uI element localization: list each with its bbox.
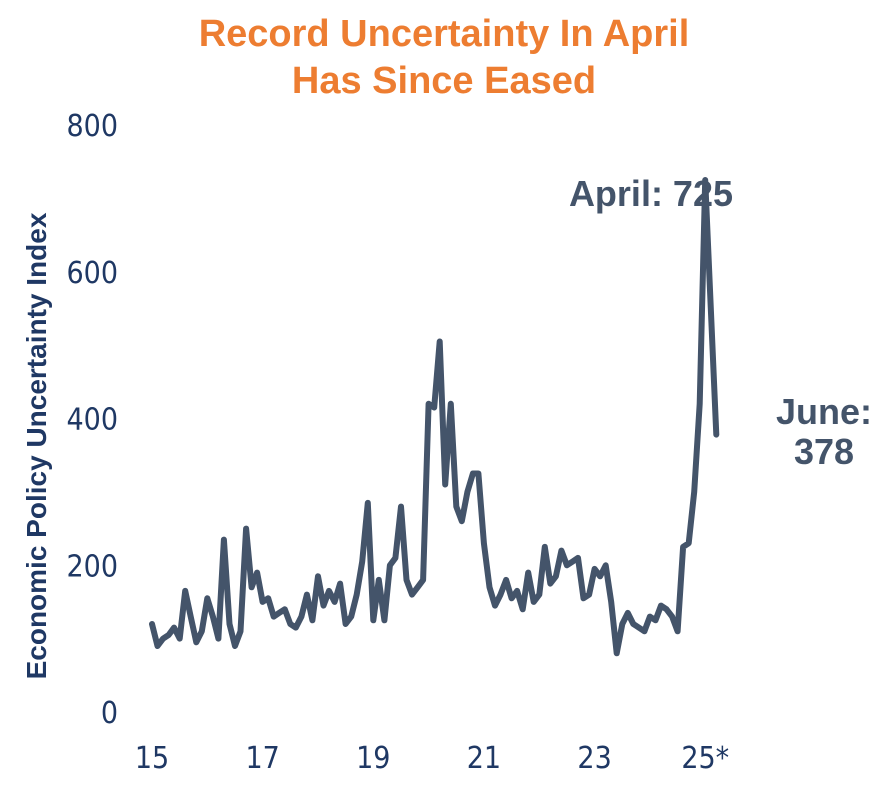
chart-title-line-1: Record Uncertainty In April — [199, 13, 690, 55]
y-tick-label: 600 — [66, 256, 118, 291]
x-tick-label: 19 — [356, 741, 390, 776]
y-tick-label: 0 — [101, 696, 118, 731]
x-tick-label: 25* — [681, 741, 729, 776]
annotation-june-label: June: — [776, 391, 872, 432]
y-axis-title: Economic Policy Uncertainty Index — [21, 212, 52, 679]
annotation-april-peak: April: 725 — [569, 173, 733, 214]
annotation-june-value: 378 — [794, 431, 854, 472]
x-tick-label: 23 — [577, 741, 611, 776]
x-tick-label: 17 — [245, 741, 279, 776]
chart-title-line-2: Has Since Eased — [292, 60, 596, 102]
y-axis-ticks: 0 200 400 600 800 — [66, 109, 118, 731]
x-tick-label: 21 — [467, 741, 501, 776]
y-tick-label: 800 — [66, 109, 118, 144]
y-tick-label: 400 — [66, 403, 118, 438]
x-axis-ticks: 15 17 19 21 23 25* — [135, 741, 729, 776]
series-line-epu-index — [149, 177, 720, 657]
x-tick-label: 15 — [135, 741, 169, 776]
y-tick-label: 200 — [66, 549, 118, 584]
